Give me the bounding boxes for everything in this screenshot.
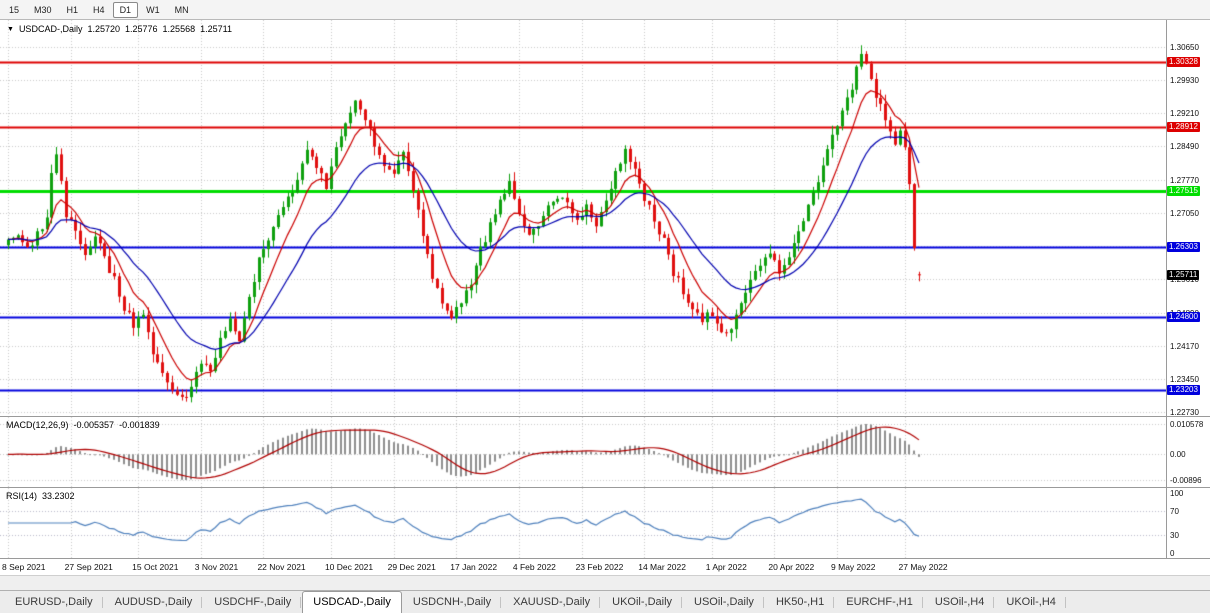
- rsi-axis-tick: 30: [1170, 531, 1179, 540]
- time-axis[interactable]: 8 Sep 2021 27 Sep 2021 15 Oct 2021 3 Nov 20…: [0, 558, 1210, 575]
- price-axis-tick: 1.22730: [1170, 408, 1199, 418]
- date-label: 9 May 2022: [831, 562, 876, 572]
- rsi-axis-tick: 100: [1170, 489, 1184, 498]
- chart-tabbar: EURUSD-,Daily AUDUSD-,Daily USDCHF-,Daily U…: [0, 590, 1210, 613]
- timeframe-button-mn[interactable]: MN: [174, 4, 189, 15]
- price-axis-tick: 1.28490: [1170, 142, 1199, 152]
- timeframe-button-d1[interactable]: D1: [112, 1, 139, 18]
- ohlc-low: 1.25568: [162, 24, 196, 34]
- rsi-panel: RSI(14) 33.2302 100 70 30 0: [0, 487, 1210, 558]
- timeframe-button-h4[interactable]: H4: [93, 4, 105, 15]
- timeframe-button-w1[interactable]: W1: [146, 4, 160, 15]
- date-label: 20 Apr 2022: [768, 562, 815, 572]
- price-line-label: 1.23203: [1167, 385, 1200, 396]
- chart-tab-eurusddaily[interactable]: EURUSD-,Daily: [4, 591, 104, 613]
- chart-tab-xauusddaily[interactable]: XAUUSD-,Daily: [502, 591, 601, 613]
- price-axis-tick: 1.23450: [1170, 375, 1199, 385]
- date-label: 3 Nov 2021: [194, 562, 239, 572]
- price-axis-tick: 1.27770: [1170, 175, 1199, 185]
- main-chart-panel: ▼ USDCAD-,Daily 1.25720 1.25776 1.25568 …: [0, 20, 1210, 418]
- date-label: 27 Sep 2021: [64, 562, 113, 572]
- chart-tab-usdchfdaily[interactable]: USDCHF-,Daily: [203, 591, 302, 613]
- chart-horizontal-scrollbar[interactable]: [0, 575, 1210, 590]
- date-label: 4 Feb 2022: [512, 562, 556, 572]
- price-axis-tick: 1.27050: [1170, 208, 1199, 218]
- date-label: 17 Jan 2022: [450, 562, 498, 572]
- chart-tab-ukoilh4[interactable]: UKOil-,H4: [995, 591, 1067, 613]
- chart-tab-usoildaily[interactable]: USOil-,Daily: [683, 591, 765, 613]
- date-label: 1 Apr 2022: [705, 562, 747, 572]
- date-label: 29 Dec 2021: [387, 562, 436, 572]
- price-line-label: 1.27515: [1167, 186, 1200, 197]
- timeframe-button-h1[interactable]: H1: [66, 4, 79, 15]
- macd-label: MACD(12,26,9) -0.005357 -0.001839: [6, 420, 160, 430]
- timeframe-toolbar: 15 M30 H1 H4 D1 W1 MN: [0, 0, 1210, 20]
- date-label: 10 Dec 2021: [324, 562, 374, 572]
- chart-tab-usdcnhdaily[interactable]: USDCNH-,Daily: [402, 591, 502, 613]
- rsi-axis[interactable]: 100 70 30 0: [1166, 488, 1210, 558]
- price-line-label: 1.30328: [1167, 56, 1200, 67]
- ohlc-open: 1.25720: [87, 24, 120, 34]
- date-label: 23 Feb 2022: [575, 562, 624, 572]
- rsi-axis-tick: 70: [1170, 507, 1179, 516]
- macd-canvas[interactable]: [0, 417, 1166, 487]
- price-line-label: 1.24800: [1167, 311, 1200, 322]
- chart-tab-usdcaddaily[interactable]: USDCAD-,Daily: [302, 591, 402, 613]
- date-label: 27 May 2022: [898, 562, 948, 572]
- price-axis-tick: 1.29210: [1170, 109, 1199, 119]
- macd-panel: MACD(12,26,9) -0.005357 -0.001839 0.0105…: [0, 416, 1210, 487]
- ohlc-close: 1.25711: [200, 24, 232, 34]
- rsi-label: RSI(14) 33.2302: [6, 491, 75, 501]
- chart-tab-ukoildaily[interactable]: UKOil-,Daily: [601, 591, 683, 613]
- date-label: 15 Oct 2021: [132, 562, 179, 572]
- chart-tab-audusddaily[interactable]: AUDUSD-,Daily: [104, 591, 204, 613]
- price-axis-tick: 1.25610: [1170, 275, 1199, 285]
- macd-axis-tick: 0.00: [1170, 450, 1186, 460]
- date-label: 8 Sep 2021: [2, 562, 46, 572]
- macd-axis-tick: -0.00896: [1170, 476, 1202, 485]
- date-label: 22 Nov 2021: [257, 562, 306, 572]
- date-label: 14 Mar 2022: [638, 562, 686, 572]
- price-line-label: 1.28912: [1167, 121, 1200, 132]
- chart-ohlc-header: ▼ USDCAD-,Daily 1.25720 1.25776 1.25568 …: [7, 24, 232, 34]
- price-axis-tick: 1.30650: [1170, 42, 1199, 52]
- rsi-axis-tick: 0: [1170, 549, 1175, 558]
- chart-dropdown-icon[interactable]: ▼: [7, 25, 14, 33]
- chart-tab-usoilh4[interactable]: USOil-,H4: [924, 591, 996, 613]
- price-axis-tick: 1.24170: [1170, 341, 1199, 351]
- rsi-canvas[interactable]: [0, 488, 1166, 558]
- timeframe-button-m30[interactable]: M30: [34, 4, 52, 15]
- price-line-label: 1.26303: [1167, 242, 1200, 253]
- price-axis-tick: 1.29930: [1170, 76, 1199, 85]
- chart-tab-eurchfh1[interactable]: EURCHF-,H1: [835, 591, 924, 613]
- price-axis[interactable]: 1.30650 1.29930 1.29210 1.28490 1.27770 1.270…: [1166, 20, 1210, 418]
- macd-axis-tick: 0.010578: [1170, 420, 1204, 429]
- main-chart-canvas[interactable]: [0, 20, 1166, 416]
- timeframe-button-15[interactable]: 15: [9, 4, 20, 15]
- chart-tab-hk50h1[interactable]: HK50-,H1: [765, 591, 835, 613]
- ohlc-high: 1.25776: [125, 24, 158, 34]
- current-price-label: 1.25711: [1167, 269, 1200, 280]
- macd-axis[interactable]: 0.010578 0.00 -0.00896: [1166, 417, 1210, 487]
- chart-title-symbol: USDCAD-,Daily: [18, 24, 83, 34]
